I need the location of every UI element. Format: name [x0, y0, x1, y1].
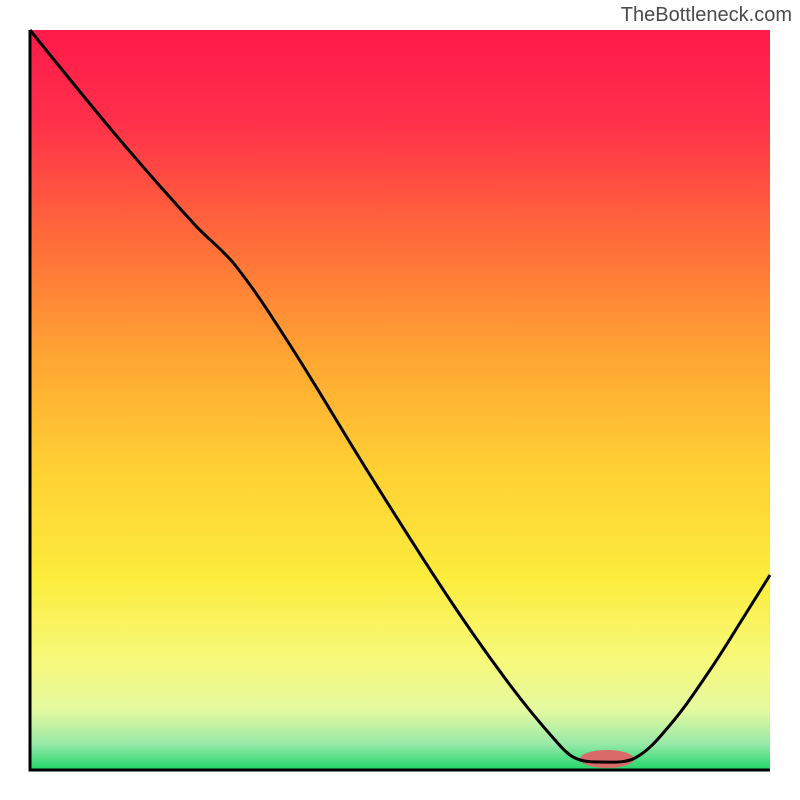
- chart-container: { "watermark": "TheBottleneck.com", "cha…: [0, 0, 800, 800]
- watermark-text: TheBottleneck.com: [621, 4, 792, 27]
- plot-background: [30, 30, 770, 770]
- bottleneck-marker: [580, 750, 634, 768]
- bottleneck-chart: [0, 0, 800, 800]
